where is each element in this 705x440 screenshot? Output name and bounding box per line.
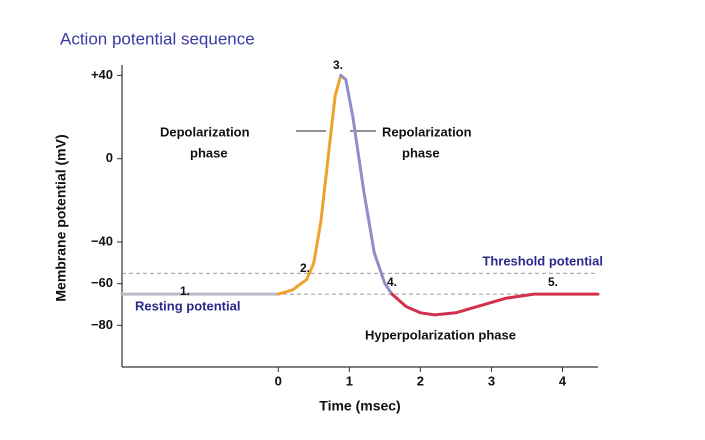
reference-label: Resting potential — [135, 299, 240, 314]
y-tick-label: −40 — [91, 233, 113, 248]
y-tick-label: 0 — [106, 150, 113, 165]
chart-title: Action potential sequence — [60, 29, 255, 48]
x-tick-label: 0 — [275, 373, 282, 388]
annotation: 2. — [300, 261, 310, 275]
annotation: Repolarization — [382, 124, 472, 139]
annotation: 4. — [387, 275, 397, 289]
annotation: 3. — [333, 58, 343, 72]
x-tick-label: 3 — [488, 373, 495, 388]
annotation: 5. — [548, 275, 558, 289]
x-axis-label: Time (msec) — [319, 398, 400, 414]
y-tick-label: −60 — [91, 275, 113, 290]
y-tick-label: +40 — [91, 67, 113, 82]
series-line — [276, 73, 343, 296]
annotation: Hyperpolarization phase — [365, 327, 516, 342]
series-line — [390, 292, 600, 317]
annotation: 1. — [180, 284, 190, 298]
x-tick-label: 4 — [559, 373, 567, 388]
series-line — [339, 73, 394, 296]
reference-label: Threshold potential — [482, 254, 603, 269]
annotation: Depolarization — [160, 124, 250, 139]
y-axis-label: Membrane potential (mV) — [53, 134, 69, 301]
annotation: phase — [402, 145, 440, 160]
x-tick-label: 2 — [417, 373, 424, 388]
annotation: phase — [190, 145, 228, 160]
x-tick-label: 1 — [346, 373, 353, 388]
y-tick-label: −80 — [91, 317, 113, 332]
